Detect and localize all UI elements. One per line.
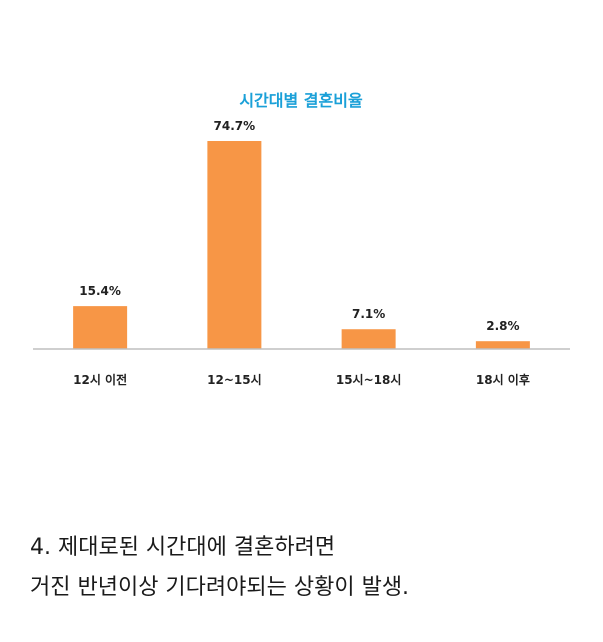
caption-line-1: 4. 제대로된 시간대에 결혼하려면 [30, 535, 336, 560]
data-label-0: 15.4% [79, 284, 121, 298]
bar-2 [341, 329, 396, 349]
bar-3 [475, 341, 530, 349]
x-tick-label-3: 18시 이후 [476, 372, 530, 387]
chart-title: 시간대별 결혼비율 [239, 91, 363, 110]
bar-chart: 시간대별 결혼비율 15.4% 74.7% 7.1% 2.8% 12시 이전 12~15… [33, 91, 570, 387]
x-tick-labels-group: 12시 이전 12~15시 15시~18시 18시 이후 [73, 372, 530, 387]
bar-1 [207, 141, 262, 349]
x-tick-label-0: 12시 이전 [73, 372, 127, 387]
bars-group [73, 141, 530, 349]
caption: 4. 제대로된 시간대에 결혼하려면 거진 반년이상 기다려야되는 상황이 발생… [30, 528, 590, 608]
data-label-3: 2.8% [486, 319, 519, 333]
data-label-1: 74.7% [214, 119, 256, 133]
x-tick-label-2: 15시~18시 [336, 373, 402, 387]
data-labels-group: 15.4% 74.7% 7.1% 2.8% [79, 119, 519, 333]
caption-line-2: 거진 반년이상 기다려야되는 상황이 발생. [30, 575, 410, 600]
bar-0 [73, 306, 128, 349]
x-tick-label-1: 12~15시 [207, 373, 262, 387]
data-label-2: 7.1% [352, 307, 385, 321]
